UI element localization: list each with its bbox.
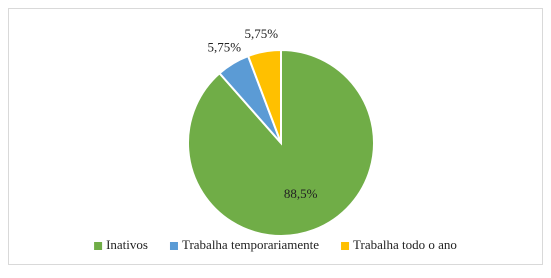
legend-label: Inativos [106,237,148,252]
data-label: 5,75% [244,26,278,41]
legend-label: Trabalha todo o ano [353,237,457,252]
legend-swatch [94,242,103,250]
legend-swatch [341,242,350,250]
data-label: 5,75% [207,40,241,55]
legend-swatch [169,242,178,250]
legend-label: Trabalha temporariamente [182,237,319,252]
data-label: 88,5% [284,186,318,201]
pie-slice [246,48,282,144]
